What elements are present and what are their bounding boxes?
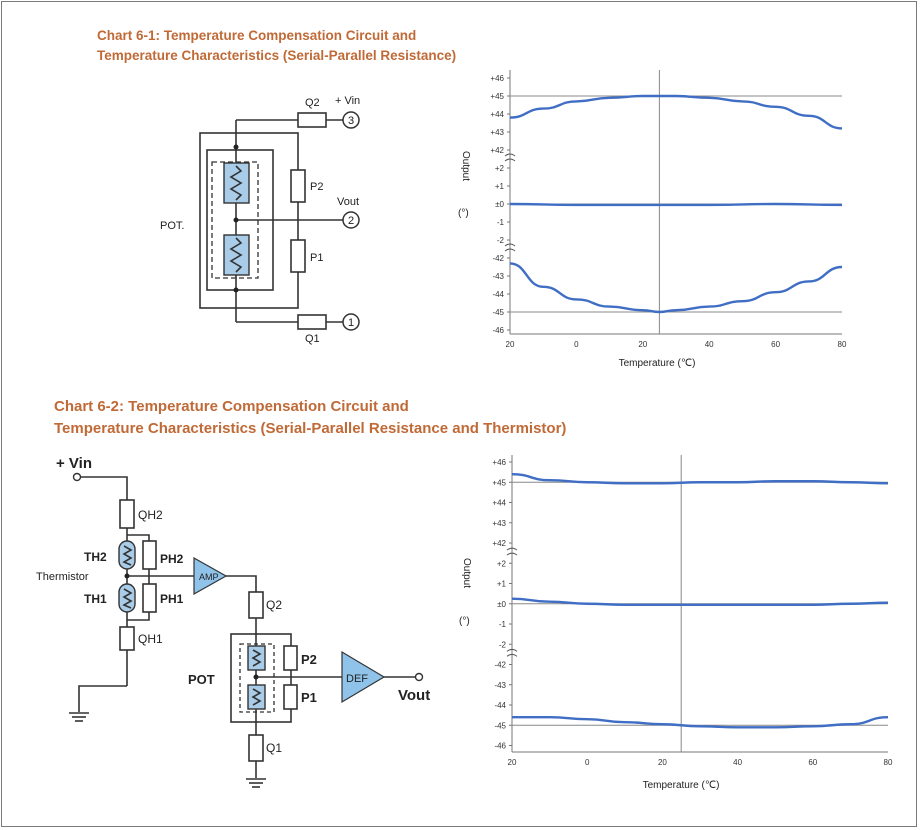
chart-6-2-title-line2: Temperature Characteristics (Serial-Para… [54,419,567,437]
chart-6-1-title: Chart 6-1: Temperature Compensation Circ… [97,26,456,65]
chart-6-2-title: Chart 6-2: Temperature Compensation Circ… [54,396,566,440]
chart-6-1-title-line1: Chart 6-1: Temperature Compensation Circ… [97,28,417,43]
chart-6-2-title-line1: Chart 6-2: Temperature Compensation Circ… [54,398,409,415]
chart-6-1-title-line2: Temperature Characteristics (Serial-Para… [97,47,457,63]
